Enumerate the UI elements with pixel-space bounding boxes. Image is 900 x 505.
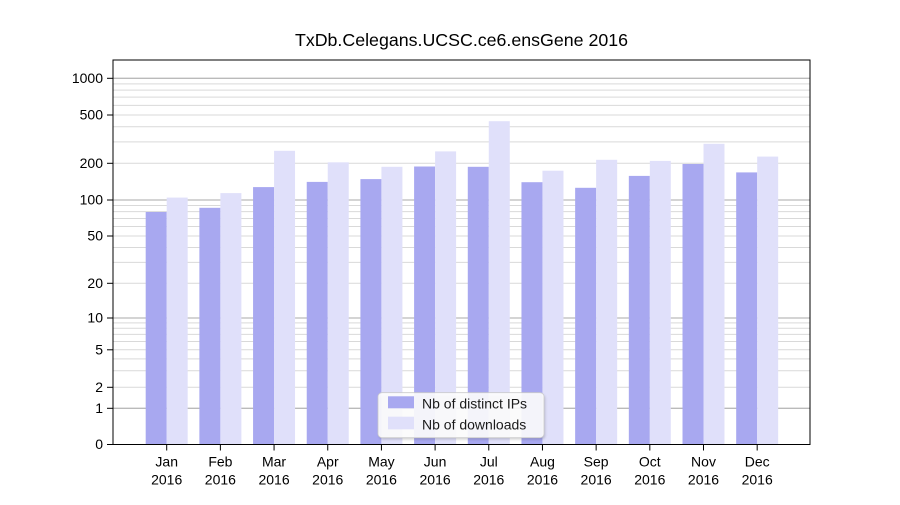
svg-text:10: 10 <box>87 310 103 326</box>
svg-text:2016: 2016 <box>634 472 665 488</box>
svg-text:Nov: Nov <box>691 454 716 470</box>
svg-text:2016: 2016 <box>742 472 773 488</box>
svg-text:Jan: Jan <box>155 454 178 470</box>
svg-text:2016: 2016 <box>366 472 397 488</box>
svg-text:5: 5 <box>95 341 103 357</box>
svg-text:1: 1 <box>95 400 103 416</box>
svg-text:2016: 2016 <box>151 472 182 488</box>
svg-text:2016: 2016 <box>473 472 504 488</box>
svg-text:Feb: Feb <box>208 454 232 470</box>
svg-text:2016: 2016 <box>581 472 612 488</box>
svg-text:50: 50 <box>87 228 103 244</box>
svg-text:Apr: Apr <box>317 454 339 470</box>
svg-text:20: 20 <box>87 275 103 291</box>
svg-text:Oct: Oct <box>639 454 661 470</box>
svg-text:2016: 2016 <box>527 472 558 488</box>
svg-text:Sep: Sep <box>584 454 609 470</box>
svg-text:100: 100 <box>80 192 104 208</box>
svg-text:2016: 2016 <box>688 472 719 488</box>
svg-text:2: 2 <box>95 379 103 395</box>
svg-text:200: 200 <box>80 155 104 171</box>
svg-text:May: May <box>368 454 394 470</box>
svg-text:0: 0 <box>95 436 103 452</box>
svg-text:2016: 2016 <box>312 472 343 488</box>
svg-text:Mar: Mar <box>262 454 286 470</box>
svg-text:2016: 2016 <box>258 472 289 488</box>
svg-text:TxDb.Celegans.UCSC.ce6.ensGene: TxDb.Celegans.UCSC.ce6.ensGene 2016 <box>295 30 628 50</box>
svg-text:500: 500 <box>80 107 104 123</box>
svg-text:Jun: Jun <box>424 454 447 470</box>
svg-text:Jul: Jul <box>480 454 498 470</box>
svg-text:Dec: Dec <box>745 454 770 470</box>
svg-text:Nb of distinct IPs: Nb of distinct IPs <box>422 396 527 412</box>
svg-text:2016: 2016 <box>205 472 236 488</box>
svg-text:2016: 2016 <box>420 472 451 488</box>
svg-text:1000: 1000 <box>72 70 103 86</box>
svg-text:Aug: Aug <box>530 454 555 470</box>
svg-text:Nb of downloads: Nb of downloads <box>422 416 526 432</box>
